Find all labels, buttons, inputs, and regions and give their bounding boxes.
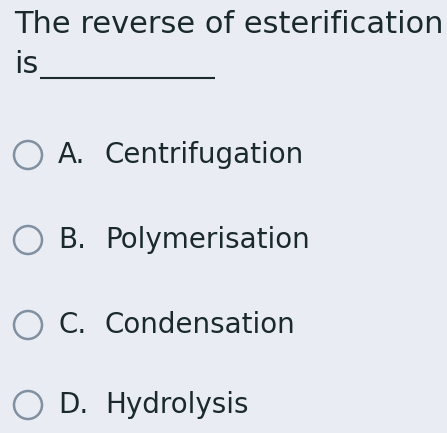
Text: A.: A. [58,141,85,169]
Text: B.: B. [58,226,86,254]
Text: Condensation: Condensation [105,311,296,339]
Text: C.: C. [58,311,86,339]
Text: D.: D. [58,391,88,419]
Text: The reverse of esterification: The reverse of esterification [14,10,443,39]
Text: is: is [14,50,38,79]
Text: Polymerisation: Polymerisation [105,226,310,254]
Text: Hydrolysis: Hydrolysis [105,391,249,419]
Text: Centrifugation: Centrifugation [105,141,304,169]
